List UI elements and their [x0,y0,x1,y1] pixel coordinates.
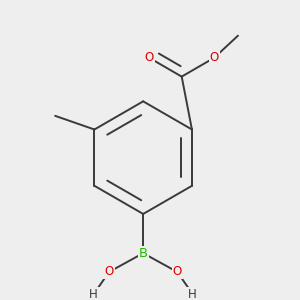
Text: B: B [139,247,148,260]
Text: O: O [209,51,219,64]
Text: H: H [89,288,98,300]
Text: O: O [104,266,114,278]
Text: O: O [145,51,154,64]
Text: O: O [173,266,182,278]
Text: H: H [188,288,197,300]
